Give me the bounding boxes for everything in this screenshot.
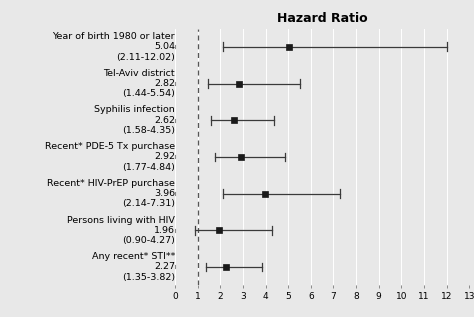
Title: Hazard Ratio: Hazard Ratio	[277, 12, 367, 25]
Text: 1.96: 1.96	[154, 226, 175, 235]
Text: (1.35-3.82): (1.35-3.82)	[122, 273, 175, 282]
Text: (2.11-12.02): (2.11-12.02)	[116, 53, 175, 61]
Text: Recent* HIV-PrEP purchase: Recent* HIV-PrEP purchase	[47, 179, 175, 188]
Text: (0.90-4.27): (0.90-4.27)	[122, 236, 175, 245]
Text: (2.14-7.31): (2.14-7.31)	[122, 199, 175, 208]
Text: 2.27: 2.27	[154, 262, 175, 271]
Text: Syphilis infection: Syphilis infection	[94, 106, 175, 114]
Text: 2.62: 2.62	[154, 116, 175, 125]
Text: 3.96: 3.96	[154, 189, 175, 198]
Text: Year of birth 1980 or later: Year of birth 1980 or later	[53, 32, 175, 41]
Text: 2.92: 2.92	[154, 152, 175, 161]
Text: (1.44-5.54): (1.44-5.54)	[122, 89, 175, 98]
Text: Recent* PDE-5 Tx purchase: Recent* PDE-5 Tx purchase	[45, 142, 175, 151]
Text: Tel-Aviv district: Tel-Aviv district	[103, 69, 175, 78]
Text: (1.58-4.35): (1.58-4.35)	[122, 126, 175, 135]
Text: Any recent* STI**: Any recent* STI**	[91, 252, 175, 261]
Text: Persons living with HIV: Persons living with HIV	[67, 216, 175, 224]
Text: 5.04: 5.04	[154, 42, 175, 51]
Text: 2.82: 2.82	[154, 79, 175, 88]
Text: (1.77-4.84): (1.77-4.84)	[122, 163, 175, 172]
